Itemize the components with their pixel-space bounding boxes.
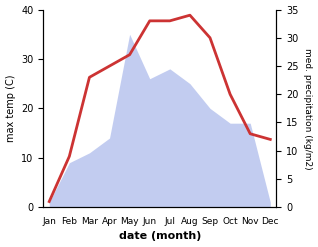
Y-axis label: med. precipitation (kg/m2): med. precipitation (kg/m2) (303, 48, 313, 169)
X-axis label: date (month): date (month) (119, 231, 201, 242)
Y-axis label: max temp (C): max temp (C) (5, 75, 16, 142)
